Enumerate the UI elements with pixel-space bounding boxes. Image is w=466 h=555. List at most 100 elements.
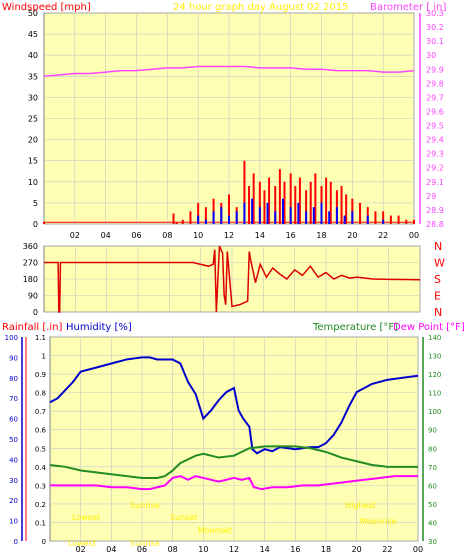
windspeed-tick-label: 20 — [28, 136, 38, 145]
humidity-tick-label: 80 — [9, 375, 18, 383]
barometer-tick-label: 29 — [426, 192, 436, 201]
barometer-tick-label: 29.3 — [426, 150, 444, 159]
temperature-tick-label: 130 — [428, 353, 441, 361]
humidity-tick-label: 90 — [9, 354, 18, 362]
barometer-tick-label: 29.8 — [426, 79, 444, 88]
x-tick-label: 06 — [137, 545, 147, 554]
temperature-tick-label: 120 — [428, 371, 441, 379]
x-tick-label: 10 — [193, 231, 203, 240]
windspeed-tick-label: 35 — [28, 72, 38, 81]
barometer-tick-label: 28.9 — [426, 206, 444, 215]
event-annotation: Sunrise — [130, 539, 160, 548]
humidity-tick-label: 40 — [9, 456, 18, 464]
barometer-tick-label: 29.6 — [426, 107, 444, 116]
humidity-tick-label: 50 — [9, 436, 18, 444]
rainfall-axis-label: Rainfall [.in] — [2, 322, 63, 333]
humidity-tick-label: 100 — [5, 334, 18, 342]
compass-label: E — [434, 290, 441, 303]
x-tick-label: 20 — [347, 231, 357, 240]
compass-label: N — [434, 306, 442, 319]
rainfall-tick-label: 0.6 — [35, 427, 47, 435]
dew-point-axis-label: Dew Point [°F] — [393, 322, 465, 333]
direction-tick-label: 90 — [28, 292, 38, 301]
windspeed-tick-label: 15 — [28, 157, 38, 166]
windspeed-tick-label: 0 — [33, 220, 38, 229]
humidity-tick-label: 0 — [14, 538, 18, 546]
humidity-line — [49, 356, 419, 455]
event-annotation: Lowest — [72, 513, 100, 522]
event-annotation: Lowest — [68, 539, 96, 548]
x-tick-label: 12 — [224, 231, 234, 240]
compass-label: S — [434, 273, 441, 286]
barometer-tick-label: 29.9 — [426, 65, 444, 74]
rainfall-tick-label: 1.1 — [35, 334, 46, 342]
rainfall-tick-label: 0.4 — [35, 464, 47, 472]
temperature-tick-label: 110 — [428, 390, 441, 398]
x-tick-label: 08 — [162, 231, 172, 240]
temperature-tick-label: 70 — [428, 464, 437, 472]
temperature-axis-label: Temperature [°F] — [312, 322, 398, 333]
barometer-tick-label: 28.8 — [426, 220, 444, 229]
compass-label: W — [434, 257, 445, 270]
direction-tick-label: 180 — [23, 275, 38, 284]
x-tick-label: 12 — [229, 545, 239, 554]
temperature-tick-label: 80 — [428, 445, 437, 453]
event-annotation: Sunrise — [130, 501, 160, 510]
wind-barometer-chart: Windspeed [mph] 24 hour graph day August… — [2, 2, 446, 240]
dew-point-line — [50, 475, 418, 491]
event-annotation: Highest — [345, 501, 376, 510]
temperature-line — [49, 445, 418, 479]
event-annotation: Moonset — [198, 526, 232, 535]
windspeed-tick-label: 40 — [28, 51, 38, 60]
humidity-tick-label: 10 — [9, 518, 18, 526]
x-tick-label: 04 — [101, 231, 111, 240]
barometer-tick-label: 30.1 — [426, 37, 444, 46]
barometer-tick-label: 29.5 — [426, 122, 444, 131]
rainfall-tick-label: 0.2 — [35, 501, 46, 509]
rainfall-tick-label: 0.8 — [35, 390, 46, 398]
barometer-tick-label: 29.1 — [426, 178, 444, 187]
rainfall-tick-label: 0.7 — [35, 408, 46, 416]
humidity-axis-label: Humidity [%] — [66, 322, 132, 333]
windspeed-tick-label: 5 — [33, 199, 38, 208]
compass-label: N — [434, 240, 442, 253]
temperature-tick-label: 50 — [428, 501, 437, 509]
humidity-tick-label: 20 — [9, 497, 18, 505]
x-tick-label: 02 — [70, 231, 80, 240]
x-tick-label: 16 — [290, 545, 300, 554]
barometer-axis-label: Barometer [ in] — [370, 2, 446, 13]
temperature-tick-label: 30 — [428, 538, 437, 546]
x-tick-label: 18 — [321, 545, 331, 554]
x-tick-label: 22 — [382, 545, 392, 554]
x-tick-label: 18 — [316, 231, 326, 240]
humidity-tick-label: 30 — [9, 477, 18, 485]
rainfall-tick-label: 0.9 — [35, 371, 46, 379]
temperature-tick-label: 100 — [428, 408, 441, 416]
windspeed-tick-label: 25 — [28, 115, 38, 124]
barometer-tick-label: 30 — [426, 51, 436, 60]
humidity-tick-label: 60 — [9, 416, 18, 424]
event-annotation: Sunset — [170, 513, 197, 522]
x-tick-label: 00 — [409, 231, 419, 240]
x-tick-label: 20 — [352, 545, 362, 554]
temperature-tick-label: 40 — [428, 519, 437, 527]
humidity-temperature-chart: Rainfall [.in] Humidity [%] Temperature … — [2, 322, 465, 554]
x-tick-label: 02 — [76, 545, 86, 554]
x-tick-label: 10 — [198, 545, 208, 554]
direction-tick-label: 270 — [23, 259, 38, 268]
temperature-tick-label: 140 — [428, 334, 441, 342]
x-tick-label: 08 — [168, 545, 178, 554]
windspeed-axis-label: Windspeed [mph] — [2, 2, 91, 13]
rainfall-tick-label: 0.5 — [35, 445, 46, 453]
barometer-tick-label: 29.4 — [426, 136, 444, 145]
windspeed-tick-label: 50 — [28, 9, 38, 18]
x-tick-label: 16 — [286, 231, 296, 240]
rainfall-tick-label: 1 — [42, 353, 46, 361]
x-tick-label: 06 — [131, 231, 141, 240]
x-tick-label: 04 — [106, 545, 116, 554]
windspeed-tick-label: 10 — [28, 178, 38, 187]
direction-tick-label: 360 — [23, 242, 38, 251]
windspeed-tick-label: 45 — [28, 30, 38, 39]
